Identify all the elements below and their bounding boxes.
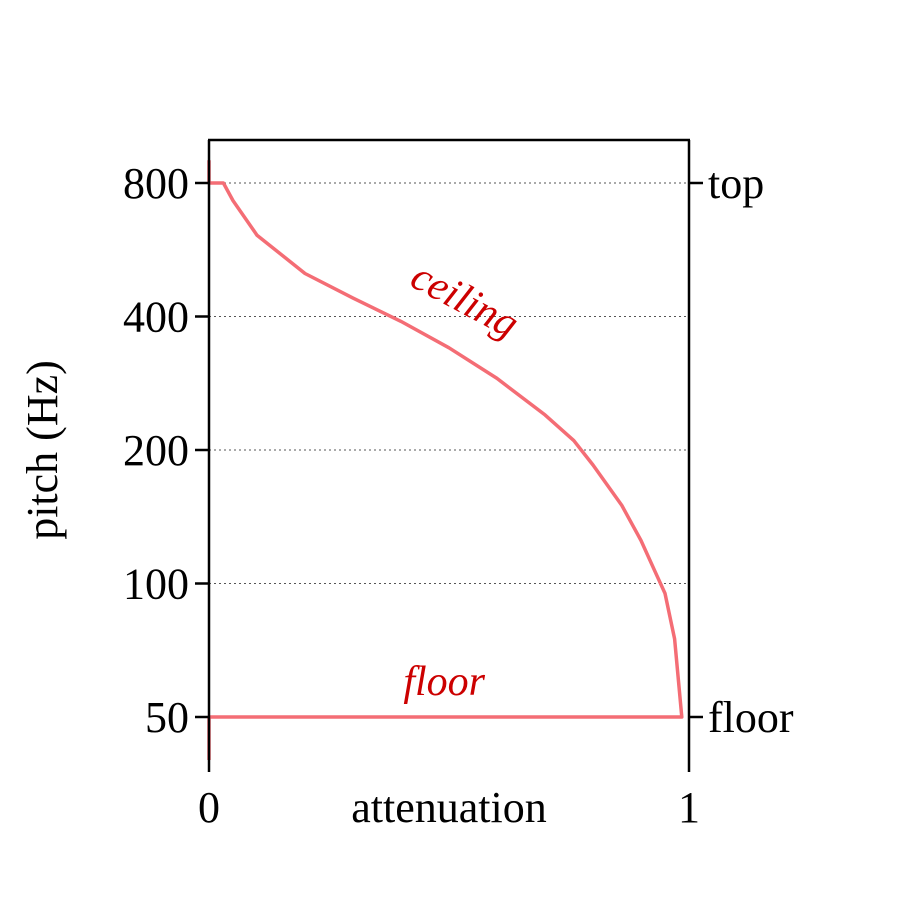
annotation-floor: floor <box>403 659 485 705</box>
x-axis-title: attenuation <box>351 783 547 832</box>
y-tick-label: 50 <box>145 693 189 742</box>
ticks <box>195 181 703 772</box>
y-tick-label: 800 <box>123 159 189 208</box>
x-tick-label: 0 <box>198 783 220 832</box>
tick-labels: 50 100 200 400 800 0 1 top floor <box>123 159 794 832</box>
x-tick-label: 1 <box>678 783 700 832</box>
y-axis-title: pitch (Hz) <box>18 360 67 540</box>
y-tick-label: 200 <box>123 426 189 475</box>
y-tick-label: 400 <box>123 293 189 342</box>
gridlines <box>209 182 689 584</box>
series-layer <box>207 160 684 760</box>
attenuation-curve <box>207 160 684 760</box>
right-label-top: top <box>708 159 764 208</box>
right-label-floor: floor <box>708 693 794 742</box>
y-tick-label: 100 <box>123 560 189 609</box>
